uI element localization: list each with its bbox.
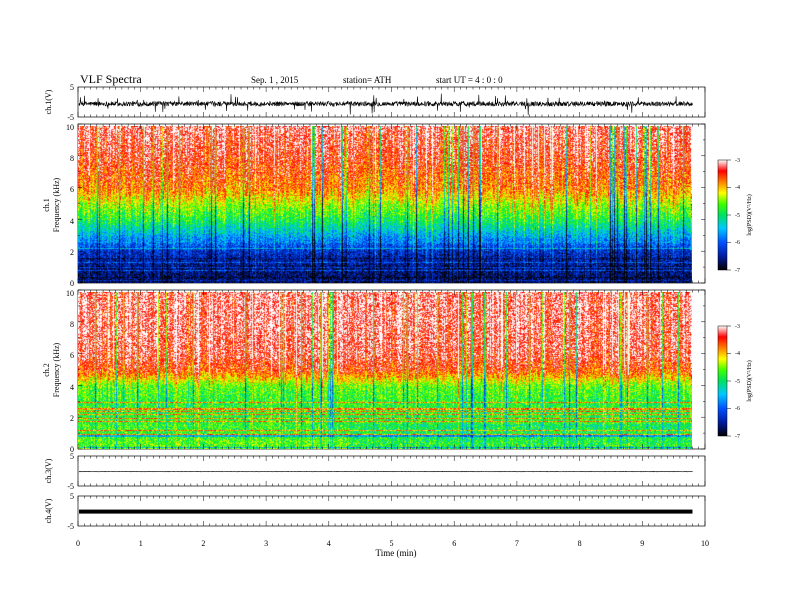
ch1-ylabel: ch.1(V) — [44, 89, 53, 114]
ch1-colorbar-label: log(PSD)(V²/Hz) — [746, 194, 753, 235]
date-label: Sep. 1 , 2015 — [251, 75, 299, 85]
ch1-freq-tick-4: 4 — [70, 217, 74, 226]
ch1-spectrogram-image — [78, 126, 692, 283]
ch1-colorbar-ticks — [727, 159, 731, 271]
ch1-cb-tick-m7: -7 — [735, 268, 740, 274]
x-tick-label: 9 — [640, 539, 644, 548]
ch1-spec-ylabel-top: ch.1 — [42, 198, 51, 212]
figure-title: VLF Spectra — [80, 72, 142, 86]
ch1-ytick-top: 5 — [70, 83, 74, 92]
ch2-freq-tick-8: 8 — [70, 320, 74, 329]
ch1-cb-tick-m4: -4 — [735, 185, 740, 191]
ch2-freq-tick-6: 6 — [70, 351, 74, 360]
ch1-spectrogram-ticks — [77, 123, 706, 284]
x-tick-label: 0 — [76, 539, 80, 548]
x-tick-label: 3 — [264, 539, 268, 548]
ch4-waveform-ticks — [77, 496, 706, 526]
ch2-spec-ylabel-top: ch.2 — [42, 363, 51, 377]
ch1-spectrogram-panel: 0 2 4 6 8 10 ch.1 Frequency (kHz) -3 -4 … — [42, 123, 753, 288]
ch1-ytick-bottom: -5 — [67, 113, 74, 122]
ch2-cb-tick-m7: -7 — [735, 434, 740, 440]
ch1-cb-tick-m3: -3 — [735, 158, 740, 164]
ch1-waveform-panel: 5 -5 ch.1(V) — [44, 83, 706, 122]
ch1-freq-tick-6: 6 — [70, 185, 74, 194]
ch2-colorbar-label: log(PSD)(V²/Hz) — [746, 360, 753, 401]
ch4-ytick-bottom: -5 — [67, 522, 74, 531]
x-tick-label: 5 — [390, 539, 394, 548]
ch1-freq-tick-2: 2 — [70, 248, 74, 257]
x-tick-label: 10 — [701, 539, 709, 548]
ch2-freq-tick-2: 2 — [70, 414, 74, 423]
ch2-spectrogram-ticks — [77, 289, 706, 450]
waveform-path — [78, 93, 693, 116]
ch2-freq-tick-4: 4 — [70, 383, 74, 392]
ch3-waveform-panel: 5 -5 ch.3(V) — [44, 452, 706, 491]
x-axis-tick-labels: 0 1 2 3 4 5 6 7 8 9 10 — [76, 539, 709, 548]
ch1-cb-tick-m5: -5 — [735, 213, 740, 219]
ch1-colorbar — [717, 159, 728, 271]
ch3-waveform-ticks — [77, 456, 706, 486]
ch3-ytick-top: 5 — [70, 452, 74, 461]
ch2-cb-tick-m3: -3 — [735, 324, 740, 330]
ch1-waveform-trace — [78, 93, 693, 116]
ch2-cb-tick-m4: -4 — [735, 351, 740, 357]
x-tick-label: 8 — [578, 539, 582, 548]
ch2-freq-tick-10: 10 — [66, 289, 74, 298]
ch4-waveform-trace — [79, 509, 693, 514]
ch4-ylabel: ch.4(V) — [44, 498, 53, 523]
x-tick-label: 6 — [452, 539, 456, 548]
ch1-freq-tick-10: 10 — [66, 123, 74, 132]
ch2-freq-tick-0: 0 — [70, 445, 74, 454]
ch4-waveform-panel: 5 -5 ch.4(V) — [44, 492, 706, 531]
ch2-colorbar — [717, 325, 728, 437]
x-tick-label: 1 — [139, 539, 143, 548]
ch2-cb-tick-m6: -6 — [735, 406, 740, 412]
x-tick-label: 4 — [327, 539, 331, 548]
ch1-freq-tick-8: 8 — [70, 154, 74, 163]
ch3-ytick-bottom: -5 — [67, 482, 74, 491]
ch4-signal-band — [79, 509, 693, 514]
ch1-spec-ylabel: Frequency (kHz) — [52, 177, 61, 232]
x-tick-label: 2 — [201, 539, 205, 548]
ch3-ylabel: ch.3(V) — [44, 458, 53, 483]
ch1-freq-tick-0: 0 — [70, 279, 74, 288]
ch2-spec-ylabel: Frequency (kHz) — [52, 342, 61, 397]
x-tick-label: 7 — [515, 539, 519, 548]
ch2-cb-tick-m5: -5 — [735, 379, 740, 385]
station-label: station= ATH — [343, 75, 392, 85]
ch1-cb-tick-m6: -6 — [735, 240, 740, 246]
ch1-waveform-ticks — [77, 87, 706, 117]
ch2-colorbar-ticks — [727, 325, 731, 437]
start-time-label: start UT = 4 : 0 : 0 — [436, 75, 503, 85]
ch2-spectrogram-image — [78, 292, 692, 449]
ch2-spectrogram-panel: 0 2 4 6 8 10 ch.2 Frequency (kHz) -3 -4 … — [42, 289, 753, 454]
ch4-ytick-top: 5 — [70, 492, 74, 501]
x-axis-label: Time (min) — [376, 548, 417, 558]
